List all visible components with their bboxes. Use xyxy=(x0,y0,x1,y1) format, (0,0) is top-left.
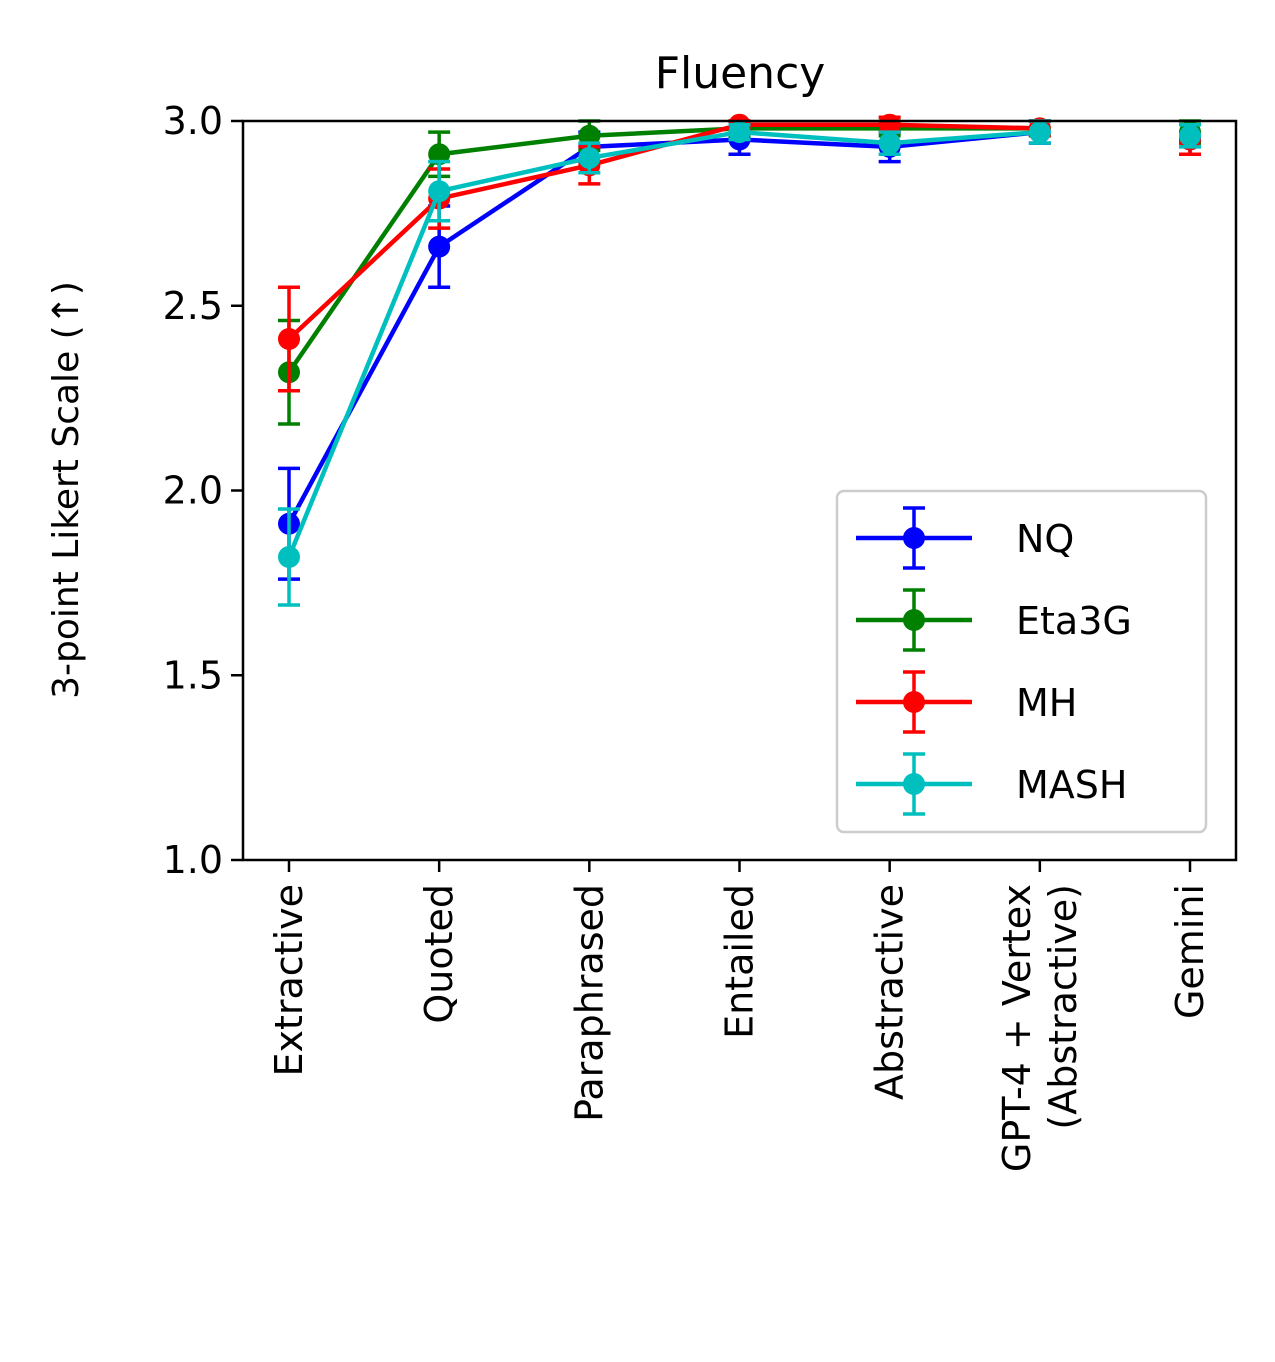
y-axis-label: 3-point Likert Scale (↑) xyxy=(46,281,87,699)
legend-marker xyxy=(903,609,925,631)
series-eta3g xyxy=(278,117,1201,426)
data-point xyxy=(728,121,751,144)
x-tick-label: GPT-4 + Vertex xyxy=(995,884,1039,1172)
x-tick-label: Abstractive xyxy=(868,884,912,1100)
legend-marker xyxy=(903,691,925,713)
legend-entry-mh: MH xyxy=(856,670,1077,734)
legend-label: Eta3G xyxy=(1016,599,1132,643)
x-tick-label: (Abstractive) xyxy=(1041,884,1085,1130)
x-tick-label: Paraphrased xyxy=(567,884,611,1122)
chart-title: Fluency xyxy=(655,48,826,99)
series-line xyxy=(286,129,1040,558)
data-point xyxy=(878,113,901,136)
y-tick-label: 2.0 xyxy=(163,469,223,513)
legend-entry-nq: NQ xyxy=(856,506,1074,570)
legend-entry-mash: MASH xyxy=(856,752,1127,816)
data-point xyxy=(578,124,601,147)
legend-label: MH xyxy=(1016,681,1077,725)
data-point xyxy=(1028,121,1051,144)
legend-box xyxy=(835,489,1208,834)
data-point xyxy=(878,132,901,155)
data-point xyxy=(428,235,451,258)
data-point xyxy=(1179,124,1201,147)
series-line xyxy=(287,129,1041,525)
x-tick-label: Quoted xyxy=(417,884,461,1024)
y-tick-label: 1.0 xyxy=(163,838,223,882)
data-point xyxy=(278,546,300,569)
legend-marker xyxy=(903,773,925,795)
series-line xyxy=(287,126,1040,374)
legend-marker xyxy=(903,527,925,549)
data-point xyxy=(278,328,300,351)
legend-label: NQ xyxy=(1016,517,1074,561)
x-tick-label: Extractive xyxy=(267,884,311,1077)
y-tick-label: 1.5 xyxy=(163,653,223,697)
x-tick-label: Gemini xyxy=(1168,884,1212,1019)
data-point xyxy=(428,180,451,203)
y-tick-label: 2.5 xyxy=(163,284,223,328)
data-point xyxy=(428,143,451,166)
data-point xyxy=(578,146,601,169)
x-tick-label: Entailed xyxy=(718,884,762,1039)
legend-label: MASH xyxy=(1016,763,1127,807)
legend-entry-eta3g: Eta3G xyxy=(856,588,1132,652)
legend: NQ Eta3G MH MASH xyxy=(835,489,1208,834)
series-layer xyxy=(278,113,1201,607)
series-mash xyxy=(278,119,1201,607)
axes-layer: 1.0 1.5 2.0 2.5 3.0 Extractive Quoted Paraphras… xyxy=(163,99,1238,1172)
series-line xyxy=(287,122,1040,341)
y-tick-label: 3.0 xyxy=(163,99,223,143)
